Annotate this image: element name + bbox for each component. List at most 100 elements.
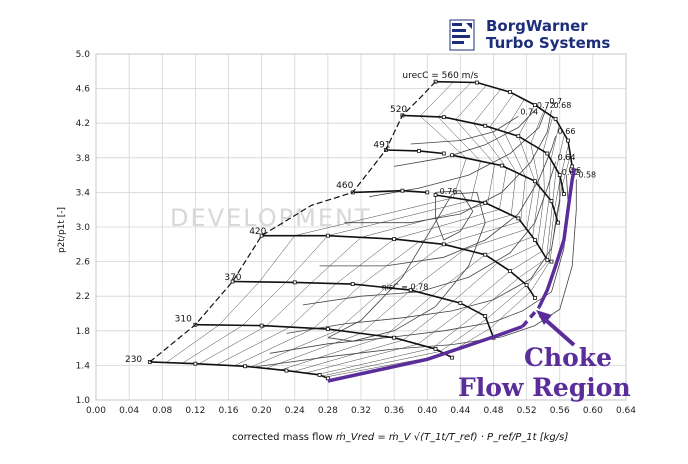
- y-tick-label: 1.4: [76, 361, 91, 371]
- callout-line2: Flow Region: [458, 373, 631, 402]
- speed-line-marker: [441, 151, 446, 156]
- hatch-ray: [250, 330, 338, 368]
- speed-line-marker: [475, 80, 479, 85]
- hatch-ray: [198, 325, 267, 365]
- speed-line-marker: [317, 373, 322, 377]
- hatch-ray: [432, 312, 479, 349]
- speed-line-marker: [549, 199, 554, 203]
- hatch-ray: [560, 144, 569, 178]
- speed-line-marker: [556, 220, 560, 225]
- speed-line-marker: [533, 238, 537, 242]
- efficiency-contour: [369, 105, 548, 198]
- hatch-ray: [487, 164, 495, 204]
- speed-label: urecC = 560 m/s: [402, 71, 478, 81]
- hatch-ray: [242, 282, 287, 326]
- hatch-ray: [216, 326, 291, 366]
- efficiency-contour: [253, 179, 577, 368]
- hatch-ray: [417, 306, 468, 345]
- choke-line-dashed: [521, 306, 541, 328]
- y-tick-label: 2.6: [76, 258, 91, 268]
- x-tick-label: 0.16: [218, 406, 238, 416]
- hatch-ray: [467, 270, 511, 308]
- hatch-ray: [497, 244, 538, 264]
- hatch-ray: [455, 85, 487, 120]
- hatch-ray: [437, 82, 472, 118]
- choke-callout: Choke Flow Region: [458, 310, 631, 402]
- speed-label: 460: [336, 181, 353, 191]
- hatch-ray: [552, 168, 557, 205]
- hatch-ray: [561, 155, 571, 187]
- hatch-ray: [555, 185, 563, 217]
- speed-line-marker: [408, 288, 413, 293]
- hatch-ray: [485, 236, 533, 255]
- speed-line-marker: [483, 200, 488, 205]
- hatch-ray: [542, 116, 553, 152]
- speed-line-marker: [350, 282, 355, 286]
- hatch-ray: [182, 325, 243, 364]
- y-tick-label: 5.0: [76, 50, 91, 60]
- hatch-ray: [234, 328, 314, 366]
- efficiency-label: 0.66: [558, 127, 576, 136]
- hatch-ray: [360, 289, 411, 334]
- hatch-ray: [477, 277, 519, 313]
- hatch-ray: [453, 262, 498, 302]
- choke-boundary: [327, 167, 577, 383]
- speed-line-marker: [441, 115, 446, 120]
- speed-line-marker: [508, 269, 512, 274]
- x-tick-label: 0.32: [351, 406, 371, 416]
- y-tick-label: 3.4: [76, 188, 91, 198]
- x-tick-label: 0.64: [616, 406, 636, 416]
- speed-line-marker: [533, 179, 537, 184]
- hatch-ray: [489, 93, 514, 128]
- hatch-ray: [293, 339, 404, 372]
- hatch-ray: [509, 251, 543, 272]
- hatch-ray: [518, 258, 547, 279]
- speed-line-marker: [425, 190, 430, 195]
- efficiency-label: 0.72: [537, 101, 555, 110]
- hatch-ray: [550, 124, 560, 160]
- speed-line-marker: [193, 361, 198, 366]
- speed-line-marker: [450, 153, 454, 158]
- hatch-ray: [455, 119, 495, 165]
- speed-line-marker: [433, 347, 438, 351]
- y-tick-label: 1.0: [76, 396, 91, 406]
- speed-line-marker: [553, 116, 558, 121]
- efficiency-island-label: ηisC = 0.78: [382, 282, 429, 291]
- hatch-ray: [489, 291, 531, 329]
- hatch-ray: [289, 283, 337, 328]
- x-tick-label: 0.56: [550, 406, 570, 416]
- x-tick-label: 0.36: [384, 406, 404, 416]
- hatch-ray: [530, 143, 540, 187]
- efficiency-island-label: 0.76: [440, 187, 458, 196]
- hatch-ray: [437, 116, 481, 162]
- choke-line: [327, 324, 524, 383]
- efficiency-contour: [394, 109, 536, 167]
- hatch-ray: [532, 186, 540, 237]
- x-tick-label: 0.44: [450, 406, 470, 416]
- speed-line: [261, 234, 536, 299]
- speed-line-marker: [545, 151, 550, 156]
- x-axis-label-prefix: corrected mass flow: [232, 432, 333, 443]
- hatch-ray: [520, 176, 526, 222]
- y-axis-label: p2t/p1t [-]: [57, 207, 67, 253]
- callout-arrowhead-icon: [536, 310, 552, 325]
- hatch-ray: [548, 159, 552, 199]
- x-tick-label: 0.04: [119, 406, 139, 416]
- speed-line-marker: [259, 233, 264, 238]
- hatch-ray: [259, 235, 295, 283]
- speed-line-marker: [292, 280, 297, 285]
- speed-line-marker: [557, 173, 562, 178]
- efficiency-label: 0.58: [578, 170, 596, 179]
- hatch-ray: [548, 210, 555, 261]
- hatch-ray: [554, 177, 561, 211]
- speed-lines: 230 310 370 420 460 491 520 urecC = 560 m/s: [125, 71, 575, 381]
- hatch-ray: [486, 284, 527, 320]
- hatch-ray: [541, 198, 550, 252]
- hatch-ray: [555, 134, 565, 169]
- y-tick-label: 2.2: [76, 292, 90, 302]
- hatch-ray: [218, 281, 260, 326]
- speed-line-marker: [549, 259, 554, 264]
- speed-line-marker: [417, 148, 421, 153]
- hatch-ray: [526, 181, 536, 230]
